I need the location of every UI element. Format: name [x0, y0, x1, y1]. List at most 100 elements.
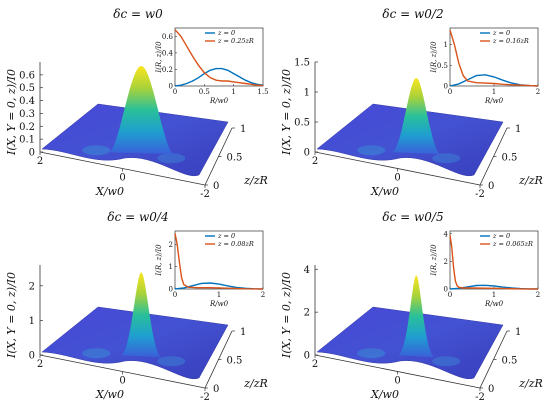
z-tick-label: 4 — [304, 265, 310, 276]
inset-y-label: I(R, z)/I0 — [430, 244, 438, 277]
z-tick-label: 1 — [304, 88, 310, 99]
inset-y-tick-label: 4 — [444, 230, 449, 238]
y-axis-label: z/zR — [518, 377, 543, 390]
z-tick-label: 0.4 — [19, 96, 35, 107]
inset-y-tick-label: 0.2 — [162, 66, 173, 74]
x-tick-label: 0 — [394, 376, 400, 387]
y-tick-label: 0.5 — [502, 153, 518, 164]
y-tick-label: 1 — [515, 124, 521, 135]
y-tick-label: 1 — [240, 327, 246, 338]
inset-x-tick-label: 1 — [492, 291, 496, 299]
z-tick-label: 1.5 — [294, 58, 310, 69]
z-tick-label: 2 — [29, 281, 35, 292]
central-peak — [121, 272, 162, 358]
side-lobe — [432, 153, 461, 164]
side-lobe — [357, 145, 386, 156]
x-tick-label: 0 — [394, 173, 400, 184]
inset-x-tick-label: 0 — [448, 291, 452, 299]
side-lobe — [157, 356, 186, 367]
z-axis-label: I(X, Y = 0, z)/I0 — [280, 69, 293, 156]
x-tick-label: -2 — [200, 189, 210, 200]
central-peak — [392, 78, 441, 155]
inset-y-tick-label: 0 — [444, 286, 448, 294]
inset-x-tick-label: 1 — [231, 88, 235, 96]
x-tick-label: 2 — [312, 156, 318, 167]
side-lobe — [82, 145, 111, 156]
central-peak — [398, 275, 435, 358]
panel-title: δc = w0 — [113, 7, 163, 21]
inset-series-line — [174, 29, 264, 87]
x-axis-label: X/w0 — [370, 388, 399, 401]
inset-x-tick-label: 2 — [536, 88, 540, 96]
inset-y-label: I(R, z)/I0 — [155, 244, 163, 277]
z-tick-label: 1 — [29, 316, 35, 327]
inset-y-tick-label: 2 — [444, 258, 448, 266]
inset-y-tick-label: 0.6 — [162, 33, 174, 41]
inset-x-label: R/w0 — [209, 97, 229, 105]
y-tick-label: 0 — [213, 181, 219, 192]
inset-y-tick-label: 2 — [169, 241, 173, 249]
legend-label: z = 0.25zR — [217, 37, 254, 45]
z-tick-label: 0.3 — [19, 109, 35, 120]
legend-label: z = 0.16zR — [492, 37, 529, 45]
inset-x-label: R/w0 — [209, 300, 229, 308]
legend-label: z = 0 — [217, 29, 235, 37]
z-tick-label: 0.5 — [19, 83, 35, 94]
legend-label: z = 0 — [492, 232, 510, 240]
z-tick-label: 0.1 — [19, 135, 35, 146]
y-axis-label: z/zR — [243, 377, 268, 390]
inset-series-line — [449, 29, 539, 87]
inset-x-tick-label: 0 — [448, 88, 452, 96]
z-axis-label: I(X, Y = 0, z)/I0 — [5, 69, 18, 156]
inset-x-tick-label: 1.5 — [257, 88, 268, 96]
side-lobe — [82, 348, 111, 359]
side-lobe — [432, 356, 461, 367]
x-axis-label: X/w0 — [95, 185, 124, 198]
inset-x-tick-label: 1 — [217, 291, 221, 299]
z-tick-label: 0 — [304, 351, 310, 362]
inset: 0 1 2 0 1 2 R/w0 I(R, z)/I0 z = 0z = 0.08zR — [155, 230, 265, 308]
legend-label: z = 0 — [492, 29, 510, 37]
inset-y-tick-label: 0.4 — [162, 49, 174, 57]
z-tick-label: 2 — [304, 308, 310, 319]
panel-title: δc = w0/4 — [107, 210, 168, 224]
x-tick-label: -2 — [475, 392, 485, 403]
inset-x-tick-label: 0.5 — [199, 88, 210, 96]
legend-label: z = 0.08zR — [217, 240, 254, 248]
inset-frame — [174, 230, 264, 290]
y-axis-label: z/zR — [518, 174, 543, 187]
inset-x-tick-label: 0 — [173, 291, 177, 299]
legend-label: z = 0 — [217, 232, 235, 240]
y-tick-label: 0 — [488, 181, 494, 192]
inset-y-tick-label: 1 — [444, 41, 448, 49]
inset-y-tick-label: 0 — [169, 286, 173, 294]
inset-y-tick-label: 0 — [169, 83, 173, 91]
x-tick-label: 0 — [119, 376, 125, 387]
z-tick-label: 0.6 — [19, 70, 35, 81]
inset: 0 1 200.51R/w0I(R, z)/I0z = 0z = 0.16zR — [430, 27, 540, 105]
z-tick-label: 0 — [29, 148, 35, 159]
legend-label: z = 0.065zR — [492, 240, 533, 248]
inset-x-tick-label: 2 — [261, 291, 265, 299]
x-tick-label: -2 — [200, 392, 210, 403]
y-tick-label: 0 — [488, 384, 494, 395]
x-tick-label: 2 — [37, 156, 43, 167]
central-peak — [109, 66, 174, 155]
inset-y-label: I(R, z)/I0 — [155, 41, 163, 74]
inset-x-tick-label: 1 — [492, 88, 496, 96]
inset-x-label: R/w0 — [484, 300, 504, 308]
panel-2: δc = w0/200.511.5I(X, Y = 0, z)/I020-2X/… — [280, 7, 543, 200]
x-tick-label: 2 — [312, 359, 318, 370]
x-axis-label: X/w0 — [95, 388, 124, 401]
inset-x-label: R/w0 — [484, 97, 504, 105]
y-tick-label: 1 — [515, 327, 521, 338]
panel-title: δc = w0/2 — [382, 7, 443, 21]
y-tick-label: 0.5 — [502, 356, 518, 367]
y-axis-label: z/zR — [243, 174, 268, 187]
inset-series-line — [174, 233, 264, 290]
y-tick-label: 0.5 — [227, 356, 243, 367]
x-tick-label: 2 — [37, 359, 43, 370]
inset-frame — [174, 27, 264, 87]
